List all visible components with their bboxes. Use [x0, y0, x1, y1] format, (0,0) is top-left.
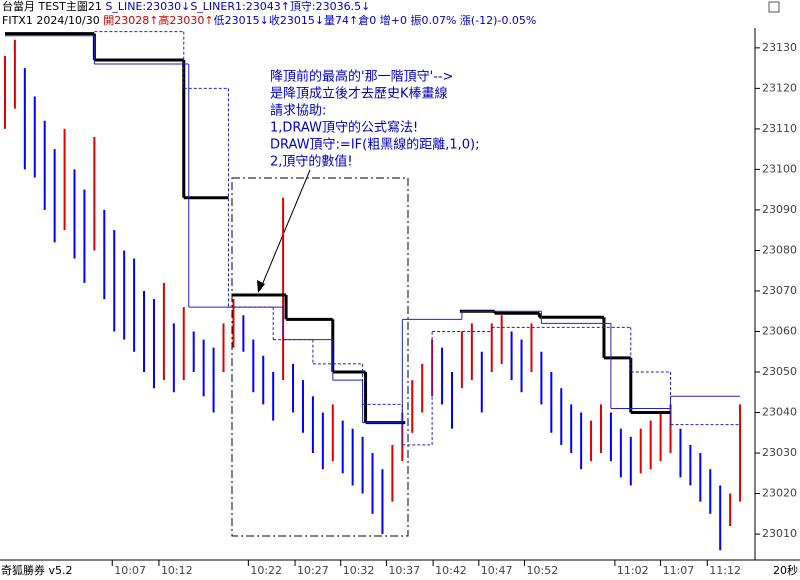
header-line: 台當月 TEST主圖21 S_LINE:23030↓S_LINER1:23043… [2, 0, 370, 13]
x-tick-label: 10:12 [161, 564, 193, 577]
header-part: 低23015↓收23015↓量74↑倉0 增+0 振0.07% 漲(-12)-0… [214, 13, 537, 27]
y-tick-label: 23010 [762, 527, 797, 540]
y-tick-label: 23040 [762, 406, 797, 419]
y-tick-label: 23090 [762, 203, 797, 216]
annotation-line: 2,頂守的數值! [270, 154, 353, 170]
x-tick-label: 10:47 [481, 564, 513, 577]
footer-right: 20秒 [773, 563, 798, 577]
x-tick-label: 10:32 [343, 564, 375, 577]
x-tick-label: 10:37 [388, 564, 420, 577]
y-tick-label: 23020 [762, 487, 797, 500]
header-part: FITX1 2024/10/30 [2, 14, 103, 27]
header-line: FITX1 2024/10/30 開23028↑高23030↑低23015↓收2… [2, 13, 536, 27]
annotation-line: 降頂前的最高的'那一階頂守'--> [270, 69, 453, 85]
y-tick-label: 23120 [762, 81, 797, 94]
x-tick-label: 10:27 [297, 564, 329, 577]
y-tick-label: 23070 [762, 284, 797, 297]
header-part: S_LINE:23030↓S_LINER1:23043↑頂守:23036.5↓ [105, 0, 370, 13]
header-part: 台當月 TEST主圖21 [2, 0, 105, 13]
y-tick-label: 23030 [762, 446, 797, 459]
annotation-arrow [259, 169, 311, 291]
annotation-line: DRAW頂守:=IF(粗黑線的距離,1,0); [270, 137, 479, 153]
x-tick-label: 10:22 [250, 564, 282, 577]
window-button[interactable] [768, 1, 780, 13]
y-tick-label: 23050 [762, 365, 797, 378]
arrow-head [257, 280, 265, 293]
annotation-line: 是降頂成立後才去歷史K棒畫線 [270, 86, 448, 102]
x-tick-label: 10:07 [114, 564, 146, 577]
x-tick-label: 11:12 [709, 564, 741, 577]
y-tick-label: 23130 [762, 41, 797, 54]
y-tick-label: 23080 [762, 243, 797, 256]
annotation-line: 1,DRAW頂守的公式寫法! [270, 120, 418, 136]
footer-left: 奇狐勝券 v5.2 [1, 563, 73, 577]
x-tick-label: 11:02 [617, 564, 649, 577]
footer-bg [0, 563, 95, 579]
y-tick-label: 23100 [762, 162, 797, 175]
header-part: 開23028↑高23030↑ [103, 13, 213, 27]
highlight-box [231, 177, 409, 537]
x-tick-label: 10:42 [435, 564, 467, 577]
y-tick-label: 23110 [762, 122, 797, 135]
x-tick-label: 10:52 [527, 564, 559, 577]
annotation-line: 請求協助: [270, 104, 326, 119]
x-tick-label: 11:07 [663, 564, 695, 577]
y-tick-label: 23060 [762, 324, 797, 337]
